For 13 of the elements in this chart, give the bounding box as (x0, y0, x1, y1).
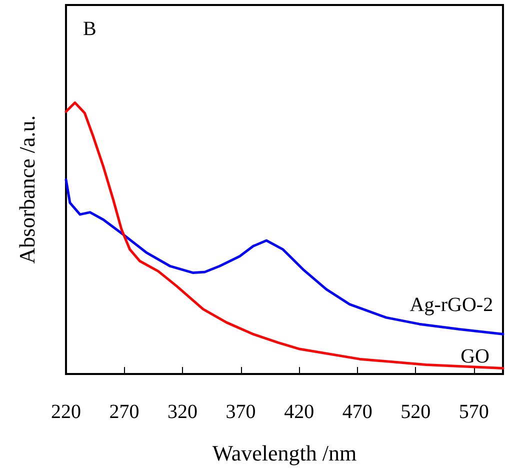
x-axis-title: Wavelength /nm (212, 440, 357, 466)
x-tick-label: 470 (342, 401, 372, 423)
x-tick-label: 570 (458, 401, 489, 423)
x-tick-label: 320 (168, 401, 198, 423)
series-label: Ag-rGO-2 (410, 294, 494, 316)
x-tick-label: 270 (109, 401, 140, 423)
x-tick-label: 370 (226, 401, 256, 423)
y-axis-title: Absorbance /a.u. (14, 115, 40, 264)
x-tick-label: 420 (284, 401, 314, 423)
x-tick-label: 520 (400, 401, 431, 423)
chart-title: B (83, 18, 96, 40)
series-label: GO (460, 345, 490, 368)
x-tick-label: 220 (51, 401, 81, 423)
